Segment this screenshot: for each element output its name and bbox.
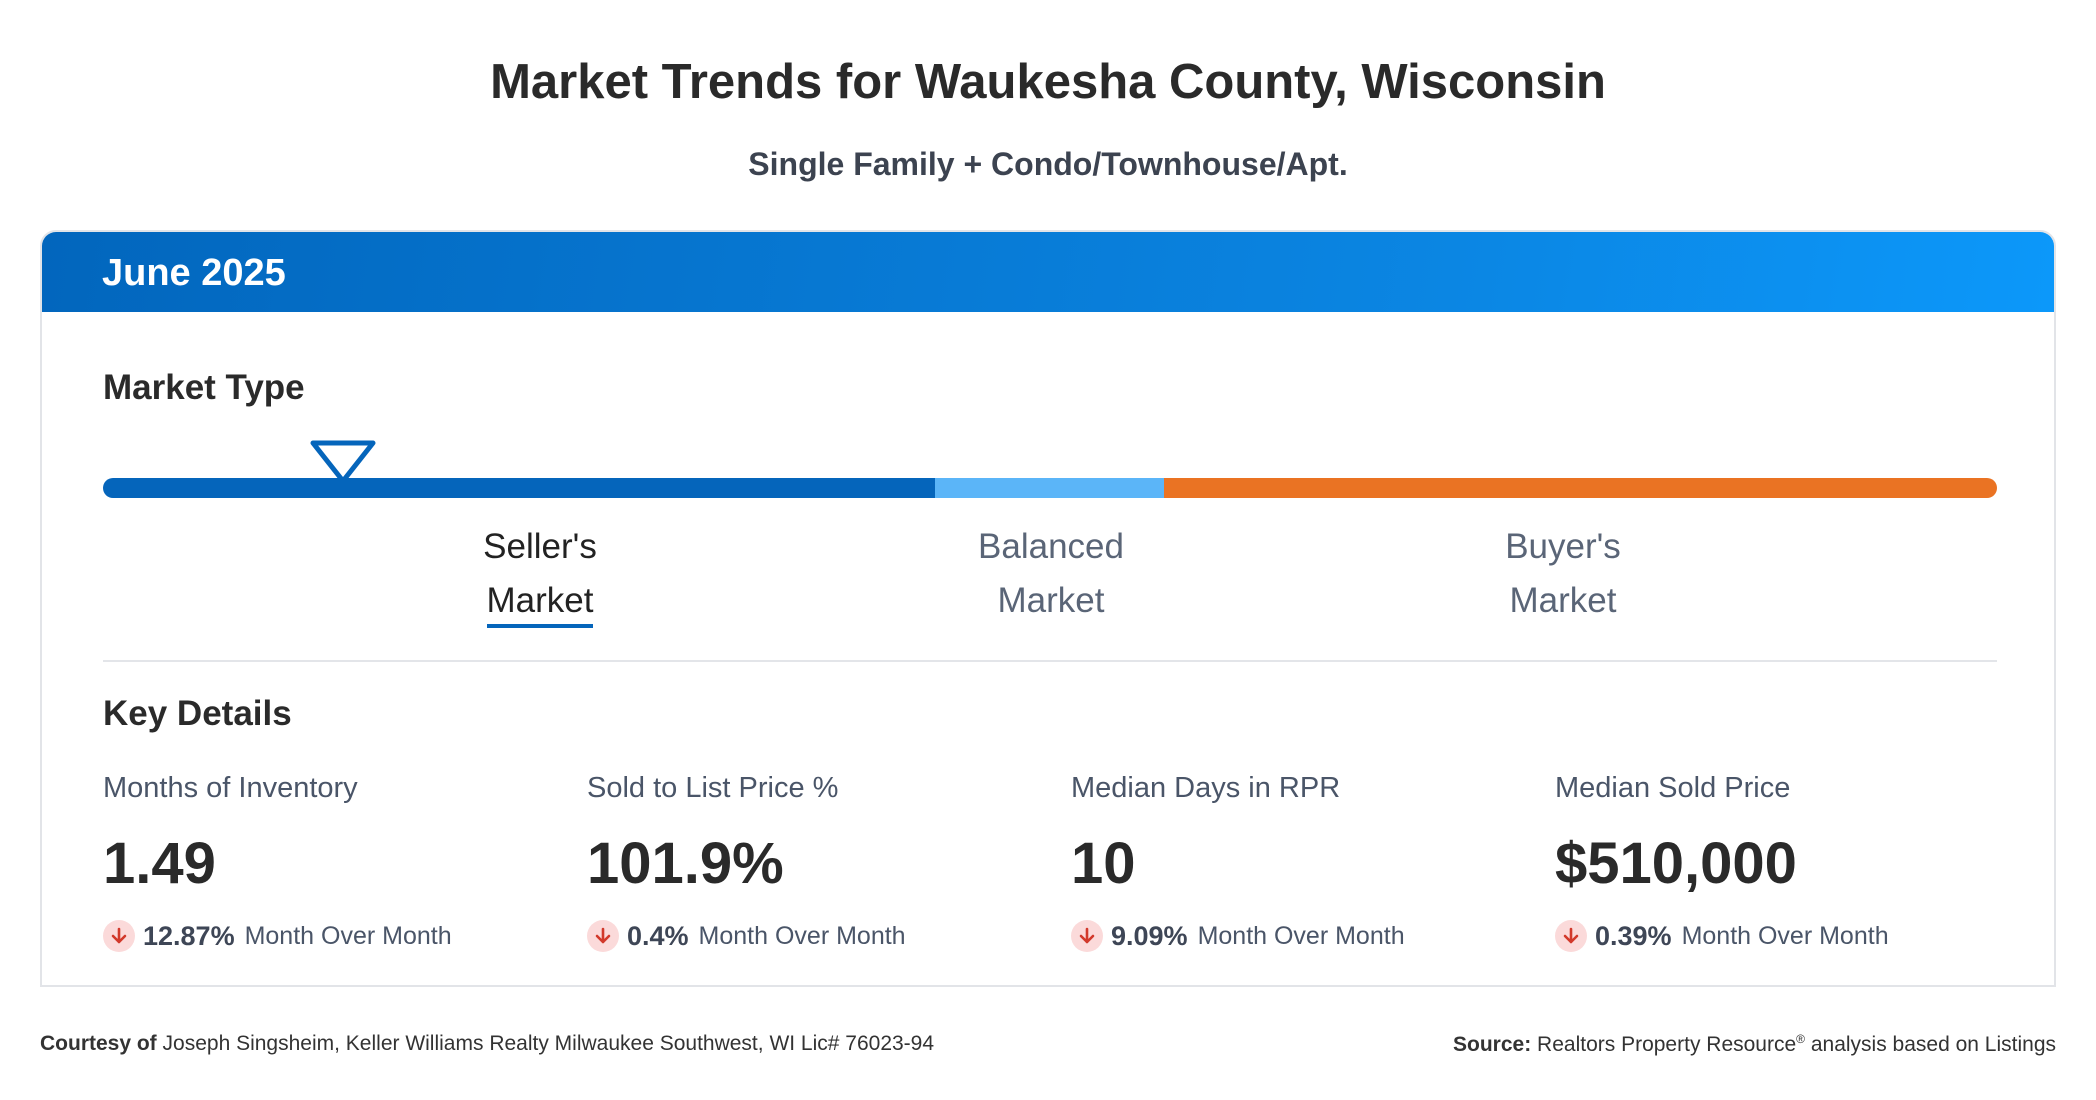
metric-value: 1.49 xyxy=(103,831,216,896)
metric-months-of-inventory: Months of Inventory 1.49 12.87% Month Ov… xyxy=(103,772,583,956)
arrow-down-icon xyxy=(1555,920,1587,952)
market-card: June 2025 Market Type Seller's Market Ba… xyxy=(40,230,2056,987)
courtesy-text: Joseph Singsheim, Keller Williams Realty… xyxy=(162,1032,935,1055)
metric-change: 12.87% Month Over Month xyxy=(103,916,583,956)
change-caption: Month Over Month xyxy=(244,921,452,950)
market-label-seller-line1: Seller's xyxy=(483,527,597,566)
market-indicator-icon xyxy=(310,440,376,484)
arrow-down-icon xyxy=(1071,920,1103,952)
arrow-down-icon xyxy=(587,920,619,952)
metric-value: 101.9% xyxy=(587,831,784,896)
source-text: Realtors Property Resource xyxy=(1537,1033,1797,1056)
source-text-post: analysis based on Listings xyxy=(1810,1033,2056,1056)
footer-source: Source: Realtors Property Resource® anal… xyxy=(1453,1032,2056,1057)
market-label-balanced[interactable]: Balanced Market xyxy=(931,520,1171,628)
metric-label: Median Days in RPR xyxy=(1071,772,1341,804)
change-caption: Month Over Month xyxy=(1681,921,1889,950)
metric-value: $510,000 xyxy=(1555,831,1797,896)
market-type-title: Market Type xyxy=(103,368,305,407)
section-divider xyxy=(103,660,1997,662)
source-label: Source: xyxy=(1453,1033,1532,1056)
change-value: 9.09% xyxy=(1111,920,1188,951)
scale-segment-seller xyxy=(103,478,935,498)
courtesy-label: Courtesy of xyxy=(40,1032,157,1055)
metric-change: 0.39% Month Over Month xyxy=(1555,916,2035,956)
page-subtitle: Single Family + Condo/Townhouse/Apt. xyxy=(748,146,1348,182)
change-value: 0.39% xyxy=(1595,920,1672,951)
change-value: 12.87% xyxy=(143,920,235,951)
registered-mark: ® xyxy=(1796,1032,1805,1046)
metric-label: Months of Inventory xyxy=(103,772,358,804)
period-title: June 2025 xyxy=(102,252,286,294)
page-title: Market Trends for Waukesha County, Wisco… xyxy=(490,55,1606,109)
metric-median-days-in-rpr: Median Days in RPR 10 9.09% Month Over M… xyxy=(1071,772,1551,956)
market-label-buyer-line1: Buyer's xyxy=(1505,527,1621,566)
metric-sold-to-list-price: Sold to List Price % 101.9% 0.4% Month O… xyxy=(587,772,1067,956)
market-label-buyer[interactable]: Buyer's Market xyxy=(1443,520,1683,628)
market-label-seller[interactable]: Seller's Market xyxy=(420,520,660,628)
market-label-balanced-line2: Market xyxy=(997,581,1105,620)
change-caption: Month Over Month xyxy=(1197,921,1405,950)
change-value: 0.4% xyxy=(627,920,689,951)
card-header: June 2025 xyxy=(42,232,2054,312)
market-label-buyer-line2: Market xyxy=(1509,581,1617,620)
metric-change: 9.09% Month Over Month xyxy=(1071,916,1551,956)
key-details-title: Key Details xyxy=(103,694,292,733)
change-caption: Month Over Month xyxy=(698,921,906,950)
market-type-scale xyxy=(103,478,1997,498)
metric-label: Median Sold Price xyxy=(1555,772,1791,804)
market-label-seller-line2: Market xyxy=(486,578,594,628)
metric-median-sold-price: Median Sold Price $510,000 0.39% Month O… xyxy=(1555,772,2035,956)
metric-change: 0.4% Month Over Month xyxy=(587,916,1067,956)
metric-value: 10 xyxy=(1071,831,1136,896)
metric-label: Sold to List Price % xyxy=(587,772,839,804)
arrow-down-icon xyxy=(103,920,135,952)
footer-courtesy: Courtesy of Joseph Singsheim, Keller Wil… xyxy=(40,1032,934,1056)
scale-segment-buyer xyxy=(1164,478,1997,498)
market-label-balanced-line1: Balanced xyxy=(978,527,1124,566)
scale-segment-balanced xyxy=(935,478,1164,498)
